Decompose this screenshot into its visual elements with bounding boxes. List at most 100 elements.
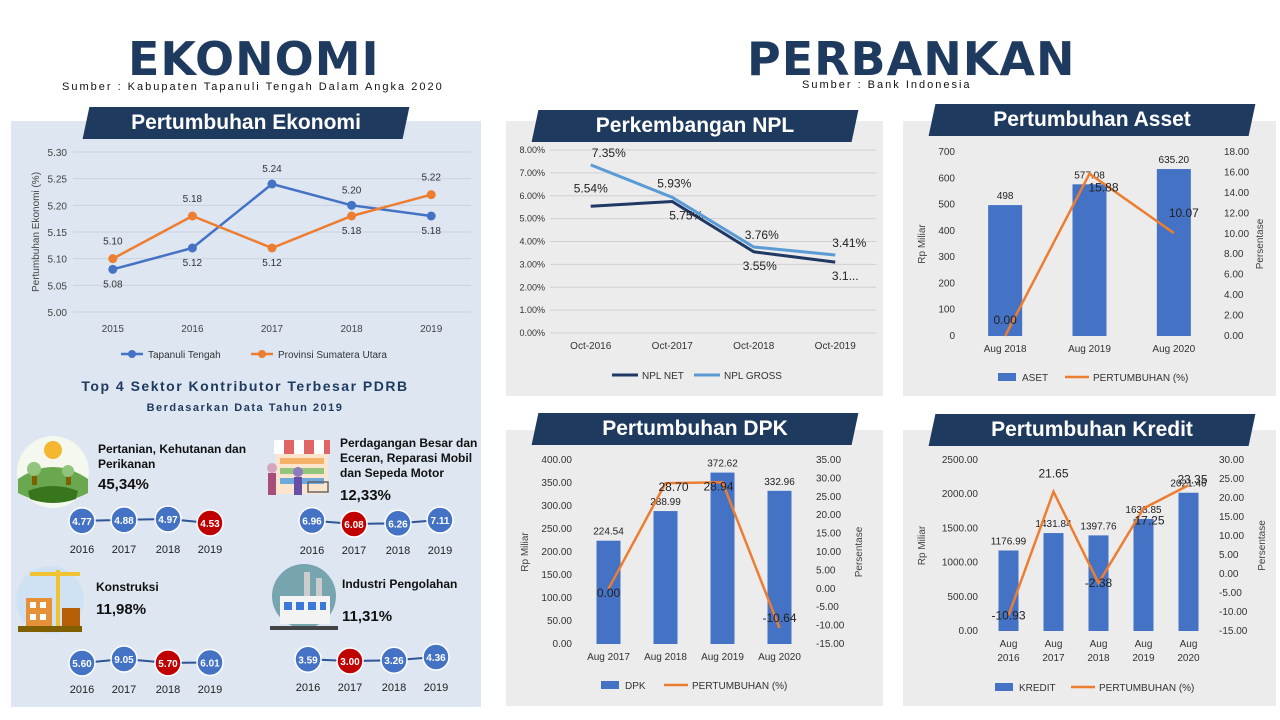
y-tick-label: 8.00% [519, 145, 545, 155]
sector-value: 3.26 [384, 656, 404, 667]
y2-tick-label: 30.00 [816, 473, 841, 484]
growth-chart: 5.00 5.05 5.10 5.15 5.20 5.25 5.30 2015 2016 2017… [31, 148, 471, 361]
line-label: 28.94 [703, 479, 733, 493]
y-tick-label: 300 [938, 252, 955, 263]
data-label: 5.18 [183, 194, 203, 205]
sector-1-name: Pertanian, Kehutanan dan Perikanan [98, 442, 247, 471]
data-label: 5.12 [183, 258, 203, 269]
x-tick-label: Aug 2019 [1068, 344, 1111, 355]
dpk-banner-title: Pertumbuhan DPK [602, 417, 788, 440]
y2-tick-label: 15.00 [816, 529, 841, 540]
y-tick-label: 0.00% [519, 328, 545, 338]
x-tick-label: 2016 [181, 324, 204, 335]
y-tick-label: 5.15 [48, 228, 68, 239]
y2-tick-label: -10.00 [816, 621, 845, 632]
data-label: 5.75% [669, 208, 703, 222]
y-tick-label: 1500.00 [942, 523, 979, 534]
line-label: 28.70 [658, 480, 688, 494]
sector-year: 2019 [424, 682, 448, 694]
data-point [267, 243, 277, 253]
data-label: 5.08 [103, 279, 123, 290]
sector-year: 2016 [296, 682, 320, 694]
y-tick-label: 5.10 [48, 255, 68, 266]
sector-value: 4.36 [426, 653, 446, 664]
sector-value-bubble [422, 643, 450, 671]
y2-tick-label: 10.00 [816, 547, 841, 558]
data-point [108, 264, 118, 274]
data-label: 3.1... [832, 269, 859, 283]
bar [767, 490, 792, 644]
y-axis-label: Rp Miliar [520, 532, 531, 572]
growth-banner-title: Pertumbuhan Ekonomi [131, 111, 361, 134]
sector-year: 2019 [198, 684, 222, 696]
sector-value: 5.60 [72, 659, 92, 670]
sector-value: 4.53 [200, 519, 220, 530]
sector-value: 6.96 [302, 517, 322, 528]
legend-label: KREDIT [1019, 683, 1056, 694]
sector-value: 3.00 [340, 657, 360, 668]
perbankan-title: PERBANKAN [747, 32, 1076, 86]
npl-series-line-1 [590, 163, 836, 257]
y-tick-label: 5.00% [519, 214, 545, 224]
y2-tick-label: -10.00 [1219, 607, 1248, 618]
x-tick-label: 2017 [1042, 653, 1065, 664]
sector-value-bubble [68, 507, 96, 535]
sectors-title: Top 4 Sektor Kontributor Terbesar PDRB [81, 378, 409, 394]
sector-value-bubble [426, 506, 454, 534]
sector-3-trend: 5.60 2016 9.05 2017 5.70 2018 6.01 2019 [68, 645, 224, 696]
bar [1072, 184, 1107, 336]
series-line-0 [112, 182, 432, 271]
y2-tick-label: 12.00 [1224, 208, 1249, 219]
sector-year: 2019 [198, 544, 222, 556]
kredit-banner-title: Pertumbuhan Kredit [991, 418, 1193, 441]
y-tick-label: 600 [938, 173, 955, 184]
sector-value-bubble [298, 506, 326, 535]
sector-value-bubble [154, 505, 182, 533]
sector-year: 2016 [300, 545, 324, 557]
y2-axis-label: Persentase [1255, 218, 1266, 269]
x-tick-label: Aug 2019 [701, 652, 744, 663]
factory-icon [270, 564, 338, 630]
x-tick-label: Aug [1000, 639, 1018, 650]
legend-label: Tapanuli Tengah [148, 350, 221, 361]
y2-tick-label: 5.00 [1219, 550, 1239, 561]
data-label: 7.35% [592, 146, 626, 160]
bar-label: 635.20 [1159, 155, 1190, 166]
bar [1133, 518, 1154, 631]
sector-4-name: Industri Pengolahan [342, 577, 458, 591]
line-label: 0.00 [597, 586, 621, 600]
line-label: 15.88 [1088, 181, 1118, 195]
x-tick-label: Oct-2016 [570, 341, 612, 352]
y-tick-label: 0.00 [959, 626, 979, 637]
data-point [347, 211, 357, 221]
y-tick-label: 0.00 [553, 639, 573, 650]
sector-value-bubble [336, 647, 364, 675]
kredit-chart: 0.00 500.00 1000.00 1500.00 2000.00 2500.00 -1… [917, 455, 1268, 694]
y2-tick-label: 35.00 [816, 455, 841, 466]
line-label: -10.64 [762, 611, 796, 625]
npl-series-line-0 [590, 199, 836, 264]
line-label: 21.65 [1038, 467, 1068, 481]
bar-label: 372.62 [707, 459, 738, 470]
sector-value: 4.77 [72, 517, 92, 528]
sector-year: 2019 [428, 545, 452, 557]
data-label: 5.22 [421, 173, 441, 184]
y2-axis-label: Persentase [1257, 520, 1268, 571]
legend-label: ASET [1022, 373, 1048, 384]
y-tick-label: 4.00% [519, 237, 545, 247]
asset-chart: 0 100 200 300 400 500 600 700 0.00 2.00 4.00 6.00 8.… [917, 147, 1266, 384]
asset-banner-title: Pertumbuhan Asset [993, 108, 1191, 131]
line-label: -2.38 [1085, 576, 1113, 590]
bar-label: 332.96 [764, 477, 795, 488]
y-tick-label: 400 [938, 226, 955, 237]
y2-tick-label: 6.00 [1224, 270, 1244, 281]
npl-banner-title: Perkembangan NPL [595, 114, 795, 137]
data-point [426, 211, 436, 221]
y-tick-label: 1.00% [519, 305, 545, 315]
y2-tick-label: 0.00 [1219, 569, 1239, 580]
legend-label: NPL GROSS [724, 371, 782, 382]
growth-line [1004, 171, 1175, 337]
y-tick-label: 500 [938, 200, 955, 211]
data-point [426, 190, 436, 200]
sector-trend-line [81, 657, 211, 664]
